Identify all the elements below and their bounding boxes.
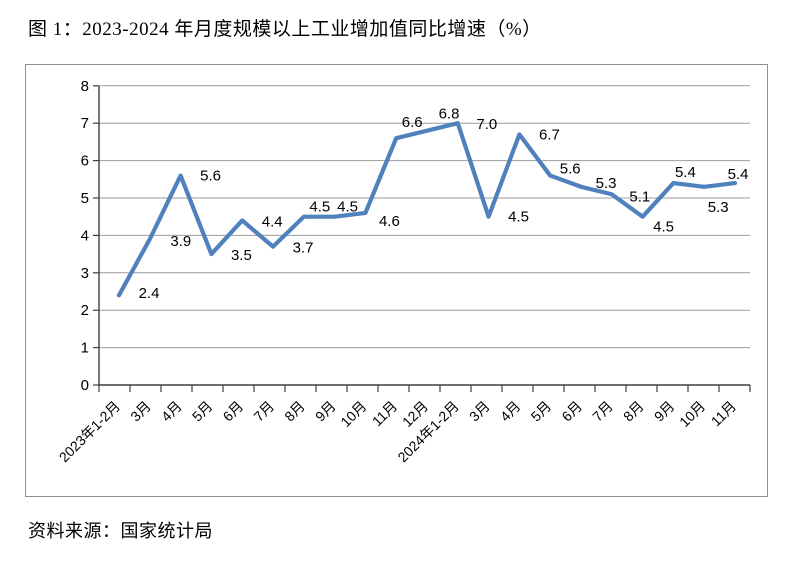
y-tick-label: 0 — [81, 377, 89, 394]
data-label: 6.6 — [402, 114, 423, 131]
data-label: 4.5 — [653, 219, 674, 236]
line-chart: 0 1 2 3 4 5 6 7 8 2.4 3.9 5.6 3.5 4.4 3.7 4.5 4.5 4.6 6.6 6… — [56, 78, 751, 465]
chart-area: 0 1 2 3 4 5 6 7 8 2.4 3.9 5.6 3.5 4.4 3.7 4.5 4.5 4.6 6.6 6… — [25, 64, 768, 497]
data-label: 3.9 — [170, 233, 191, 250]
y-tick-label: 4 — [81, 227, 89, 244]
data-label: 6.8 — [439, 106, 460, 123]
data-label: 7.0 — [476, 116, 497, 133]
y-tick-label: 6 — [81, 153, 89, 170]
data-label: 5.3 — [708, 199, 729, 216]
y-tick-label: 7 — [81, 115, 89, 132]
source-note: 资料来源：国家统计局 — [28, 521, 213, 541]
data-label: 3.5 — [231, 247, 252, 264]
series-line — [116, 121, 738, 298]
data-label: 5.4 — [675, 164, 696, 181]
data-label: 5.1 — [629, 188, 650, 205]
figure-title: 图 1：2023-2024 年月度规模以上工业增加值同比增速（%） — [28, 19, 542, 40]
x-tick-label: 11月 — [369, 398, 400, 429]
x-tick-label: 10月 — [676, 398, 708, 430]
x-tick-label: 4月 — [158, 398, 185, 425]
data-label: 5.4 — [728, 166, 749, 183]
x-tick-label: 10月 — [337, 398, 369, 430]
x-tick-label: 2023年1-2月 — [56, 398, 123, 465]
x-tick-label: 7月 — [250, 398, 277, 425]
x-tick-label: 6月 — [558, 398, 585, 425]
y-tick-label: 3 — [81, 265, 89, 282]
data-label: 5.6 — [560, 161, 581, 178]
x-tick-label: 9月 — [651, 398, 678, 425]
x-tick-label: 6月 — [220, 398, 247, 425]
x-tick-label: 5月 — [528, 398, 555, 425]
x-tick-label: 11月 — [708, 398, 739, 429]
data-label: 5.6 — [200, 168, 221, 185]
x-tick-label: 9月 — [312, 398, 339, 425]
data-label: 4.5 — [337, 199, 358, 216]
x-tick-label: 5月 — [189, 398, 216, 425]
x-tick-label: 3月 — [466, 398, 493, 425]
data-label: 4.6 — [379, 213, 400, 230]
data-label: 5.3 — [596, 175, 617, 192]
x-tick-label: 3月 — [127, 398, 154, 425]
x-tick-label: 7月 — [589, 398, 616, 425]
data-label: 3.7 — [293, 240, 314, 257]
data-label: 4.4 — [262, 213, 283, 230]
y-tick-label: 5 — [81, 190, 89, 207]
data-label: 6.7 — [539, 126, 560, 143]
x-tick-label: 8月 — [620, 398, 647, 425]
data-label: 4.5 — [309, 199, 330, 216]
y-tick-label: 1 — [81, 340, 89, 357]
x-tick-label: 4月 — [497, 398, 524, 425]
y-tick-label: 2 — [81, 302, 89, 319]
data-label: 4.5 — [508, 209, 529, 226]
x-tick-label: 8月 — [281, 398, 308, 425]
y-tick-label: 8 — [81, 78, 89, 95]
data-label: 2.4 — [139, 285, 160, 302]
